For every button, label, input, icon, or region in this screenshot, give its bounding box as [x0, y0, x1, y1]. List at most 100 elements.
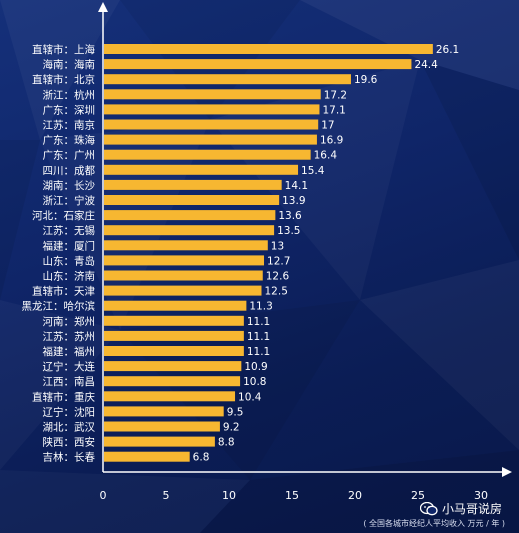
- value-label: 16.9: [320, 135, 343, 147]
- category-label: 吉林：长春: [43, 451, 96, 464]
- value-label: 15.4: [301, 165, 325, 177]
- footnote: ( 全国各城市经纪人平均收入 万元 / 年 ): [363, 519, 505, 528]
- bar: [104, 210, 276, 221]
- value-label: 11.1: [247, 346, 270, 358]
- value-label: 13.9: [282, 195, 305, 207]
- category-label: 黑龙江：哈尔滨: [22, 300, 96, 313]
- watermark-text: 小马哥说房: [442, 502, 503, 516]
- bar: [104, 195, 280, 205]
- value-label: 14.1: [285, 180, 308, 192]
- bar: [104, 421, 220, 432]
- category-label: 广东：深圳: [43, 103, 96, 116]
- bar: [104, 315, 244, 326]
- category-label: 山东：济南: [43, 270, 96, 283]
- category-labels: 直辖市：上海海南：海南直辖市：北京浙江：杭州广东：深圳江苏：南京广东：珠海广东：…: [22, 43, 96, 464]
- bar: [104, 240, 268, 251]
- value-label: 13.5: [277, 225, 300, 237]
- value-label: 11.3: [249, 301, 272, 313]
- value-label: 10.8: [243, 376, 266, 388]
- bar: [104, 149, 311, 160]
- category-label: 辽宁：沈阳: [43, 405, 96, 418]
- bar: [104, 179, 282, 190]
- bar: [104, 376, 241, 387]
- value-label: 9.5: [227, 406, 244, 418]
- watermark: 小马哥说房: [420, 500, 502, 517]
- category-label: 江苏：南京: [43, 119, 96, 132]
- bar: [104, 89, 321, 100]
- value-label: 24.4: [414, 59, 438, 71]
- bar: [104, 436, 215, 447]
- value-label: 13: [271, 240, 284, 252]
- value-label: 10.9: [244, 361, 267, 373]
- bar: [104, 406, 224, 417]
- value-label: 11.1: [247, 316, 270, 328]
- value-label: 6.8: [193, 452, 210, 464]
- bar: [104, 300, 247, 311]
- category-label: 直辖市：重庆: [32, 390, 95, 403]
- category-label: 湖南：长沙: [43, 179, 96, 192]
- x-axis-arrow: [502, 467, 512, 477]
- value-label: 10.4: [238, 391, 262, 403]
- category-label: 直辖市：上海: [32, 43, 95, 56]
- value-label: 8.8: [218, 437, 235, 449]
- value-labels: 26.1 24.4 19.6 17.2 17.1 17 16.9 16.4 15.4 14.1 13…: [193, 44, 460, 464]
- value-label: 9.2: [223, 422, 240, 434]
- bar: [104, 59, 412, 70]
- category-label: 广东：珠海: [43, 134, 96, 147]
- x-tick-label: 20: [348, 489, 362, 502]
- category-label: 江西：南昌: [43, 375, 96, 388]
- bars-group: [104, 44, 433, 462]
- category-label: 直辖市：北京: [32, 73, 95, 86]
- x-tick-label: 5: [163, 489, 170, 502]
- category-label: 湖北：武汉: [43, 421, 96, 434]
- bar: [104, 44, 433, 54]
- category-label: 四川：成都: [43, 165, 96, 177]
- bar: [104, 134, 317, 145]
- bar: [104, 74, 351, 85]
- category-label: 福建：福州: [43, 345, 96, 358]
- category-label: 江苏：苏州: [43, 330, 96, 343]
- bar: [104, 330, 244, 341]
- bar: [104, 255, 265, 266]
- category-label: 江苏：无锡: [43, 224, 96, 237]
- category-label: 河北：石家庄: [32, 209, 95, 222]
- category-label: 直辖市：天津: [32, 285, 95, 298]
- x-tick-label: 15: [285, 489, 299, 502]
- x-tick-label: 25: [411, 489, 425, 502]
- bar: [104, 346, 244, 356]
- value-label: 12.7: [267, 255, 290, 267]
- bar: [104, 104, 320, 115]
- category-label: 河南：郑州: [43, 315, 96, 328]
- bar: [104, 164, 299, 175]
- bar: [104, 451, 190, 462]
- x-tick-label: 0: [100, 489, 107, 502]
- value-label: 17.2: [324, 89, 347, 101]
- category-label: 陕西：西安: [43, 436, 96, 449]
- value-label: 11.1: [247, 331, 270, 343]
- value-label: 16.4: [314, 150, 338, 162]
- category-label: 辽宁：大连: [43, 360, 96, 373]
- category-label: 海南：海南: [43, 58, 96, 71]
- bar: [104, 285, 262, 296]
- y-axis-arrow: [98, 2, 108, 12]
- category-label: 福建：厦门: [43, 239, 96, 252]
- wechat-icon: [420, 501, 438, 515]
- value-label: 26.1: [436, 44, 459, 56]
- value-label: 13.6: [278, 210, 302, 222]
- value-label: 12.6: [266, 271, 290, 283]
- value-label: 19.6: [354, 74, 378, 86]
- value-label: 17: [321, 120, 334, 132]
- value-label: 17.1: [322, 104, 345, 116]
- category-label: 浙江：宁波: [43, 194, 96, 207]
- category-label: 浙江：杭州: [43, 88, 96, 101]
- bar: [104, 270, 263, 281]
- bar: [104, 119, 319, 130]
- category-label: 山东：青岛: [43, 254, 96, 267]
- bar: [104, 225, 275, 236]
- bar: [104, 391, 236, 402]
- value-label: 12.5: [265, 286, 288, 298]
- category-label: 广东：广州: [43, 149, 96, 162]
